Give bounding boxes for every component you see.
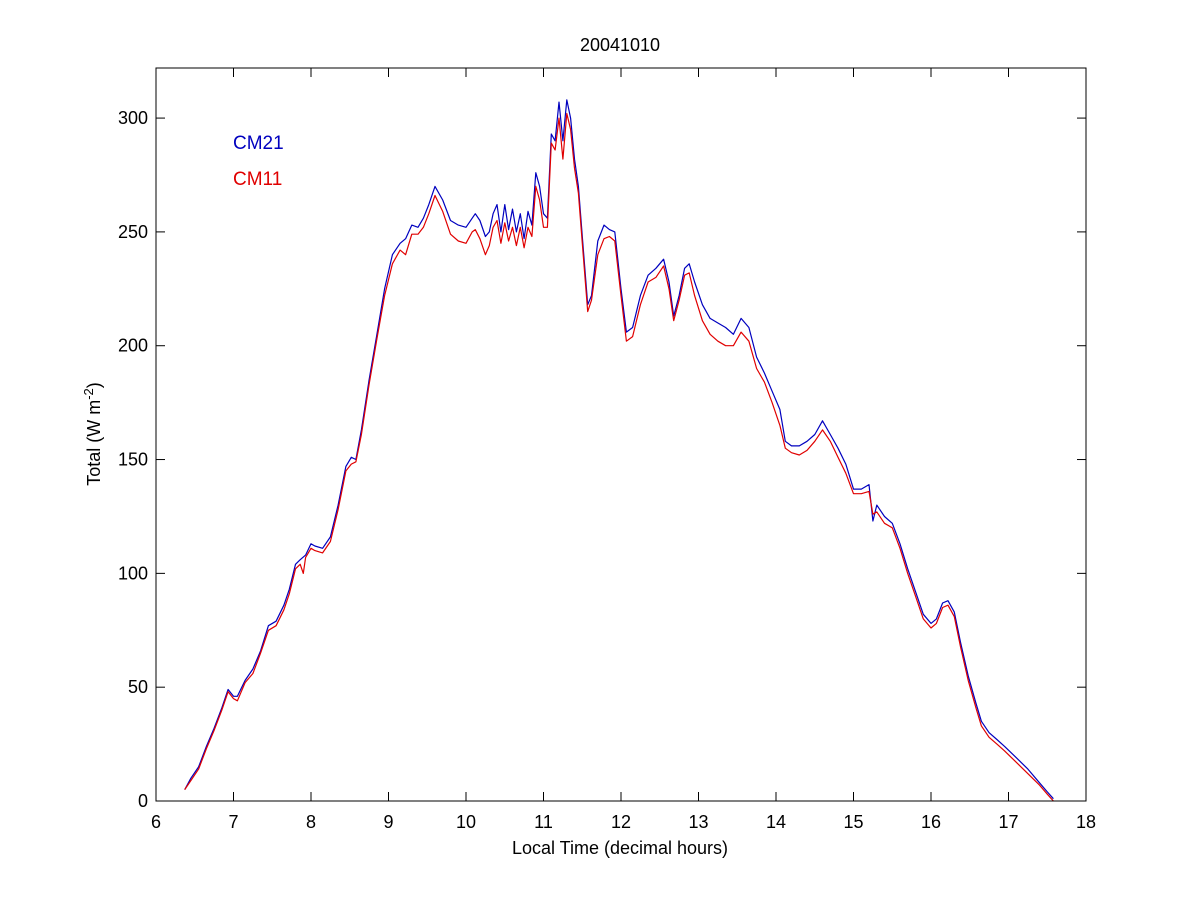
x-tick-label: 12 xyxy=(611,812,631,832)
legend-entry-cm21: CM21 xyxy=(233,133,284,154)
y-tick-label: 50 xyxy=(128,677,148,697)
y-tick-label: 200 xyxy=(118,336,148,356)
y-tick-label: 150 xyxy=(118,450,148,470)
x-tick-label: 7 xyxy=(228,812,238,832)
x-axis-title: Local Time (decimal hours) xyxy=(512,838,728,858)
x-tick-label: 11 xyxy=(534,812,553,832)
y-axis-title-base: Total (W m xyxy=(84,400,104,486)
x-tick-label: 8 xyxy=(306,812,316,832)
y-tick-label: 300 xyxy=(118,108,148,128)
y-tick-label: 250 xyxy=(118,222,148,242)
legend-entry-cm11: CM11 xyxy=(233,169,282,190)
y-axis: 0 50 100 150 200 250 300 xyxy=(118,108,1086,811)
series-line-cm11 xyxy=(184,112,1054,802)
x-tick-label: 6 xyxy=(151,812,161,832)
y-tick-label: 100 xyxy=(118,563,148,583)
y-axis-title-superscript: -2 xyxy=(81,388,96,400)
y-axis-title-close: ) xyxy=(84,382,104,388)
x-tick-label: 17 xyxy=(998,812,1018,832)
x-tick-label: 14 xyxy=(766,812,786,832)
x-tick-label: 18 xyxy=(1076,812,1096,832)
chart-title: 20041010 xyxy=(580,35,660,55)
x-tick-label: 15 xyxy=(843,812,863,832)
x-tick-label: 10 xyxy=(456,812,476,832)
y-axis-title: Total (W m-2) xyxy=(81,382,104,486)
x-tick-label: 13 xyxy=(688,812,708,832)
x-tick-label: 9 xyxy=(383,812,393,832)
y-tick-label: 0 xyxy=(138,791,148,811)
plot-area xyxy=(184,99,1054,802)
x-axis: 6 7 8 9 10 11 12 13 14 15 16 17 18 xyxy=(151,68,1096,832)
x-tick-label: 16 xyxy=(921,812,941,832)
series-line-cm21 xyxy=(184,99,1054,800)
legend: CM21 CM11 xyxy=(233,133,284,190)
